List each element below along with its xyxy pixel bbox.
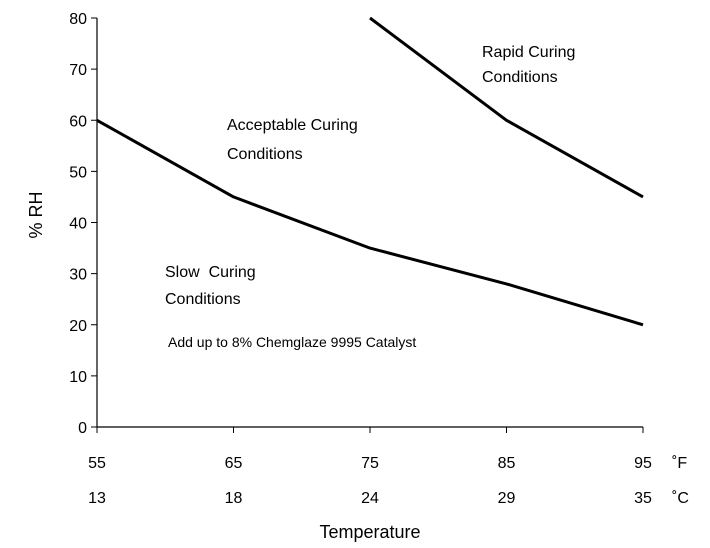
y-tick-label: 80 xyxy=(69,11,87,28)
rapid-curing-label-line2: Conditions xyxy=(482,69,558,86)
x-tick-label-fahrenheit: 85 xyxy=(498,455,516,472)
x-tick-label-fahrenheit: 95 xyxy=(634,455,652,472)
unit-celsius-label: ˚C xyxy=(672,490,689,507)
slow-curing-label-line2: Conditions xyxy=(165,291,241,308)
acceptable-curing-label-line1: Acceptable Curing xyxy=(227,117,358,134)
series-layer xyxy=(96,16,644,327)
x-tick-label-fahrenheit: 75 xyxy=(361,455,379,472)
x-axis-ticks: 55 13 65 18 75 24 85 29 95 35 xyxy=(88,427,652,507)
plot-frame xyxy=(96,18,643,428)
x-tick-label-fahrenheit: 55 xyxy=(88,455,106,472)
x-axis-title: Temperature xyxy=(319,522,420,542)
y-axis-title: % RH xyxy=(26,191,46,238)
x-tick-label-celsius: 29 xyxy=(498,490,516,507)
y-tick-label: 60 xyxy=(69,113,87,130)
x-tick-label-celsius: 35 xyxy=(634,490,652,507)
acceptable-curing-label-line2: Conditions xyxy=(227,146,303,163)
x-tick-label-fahrenheit: 65 xyxy=(225,455,243,472)
slow-acceptable-boundary-line xyxy=(96,118,644,327)
y-tick-label: 30 xyxy=(69,267,87,284)
x-tick-label-celsius: 18 xyxy=(225,490,243,507)
y-tick-label: 50 xyxy=(69,164,87,181)
x-tick-label-celsius: 24 xyxy=(361,490,379,507)
acceptable-rapid-boundary-line xyxy=(369,16,644,199)
y-tick-label: 70 xyxy=(69,62,87,79)
rapid-curing-label-line1: Rapid Curing xyxy=(482,44,575,61)
y-tick-label: 10 xyxy=(69,369,87,386)
y-axis-ticks: 0 10 20 30 40 50 60 70 80 xyxy=(69,11,97,437)
catalyst-note: Add up to 8% Chemglaze 9995 Catalyst xyxy=(168,334,416,350)
x-tick-label-celsius: 13 xyxy=(88,490,106,507)
y-tick-label: 20 xyxy=(69,318,87,335)
unit-fahrenheit-label: ˚F xyxy=(672,455,687,472)
slow-curing-label-line1: Slow Curing xyxy=(165,264,256,281)
y-tick-label: 0 xyxy=(78,420,87,437)
y-tick-label: 40 xyxy=(69,216,87,233)
